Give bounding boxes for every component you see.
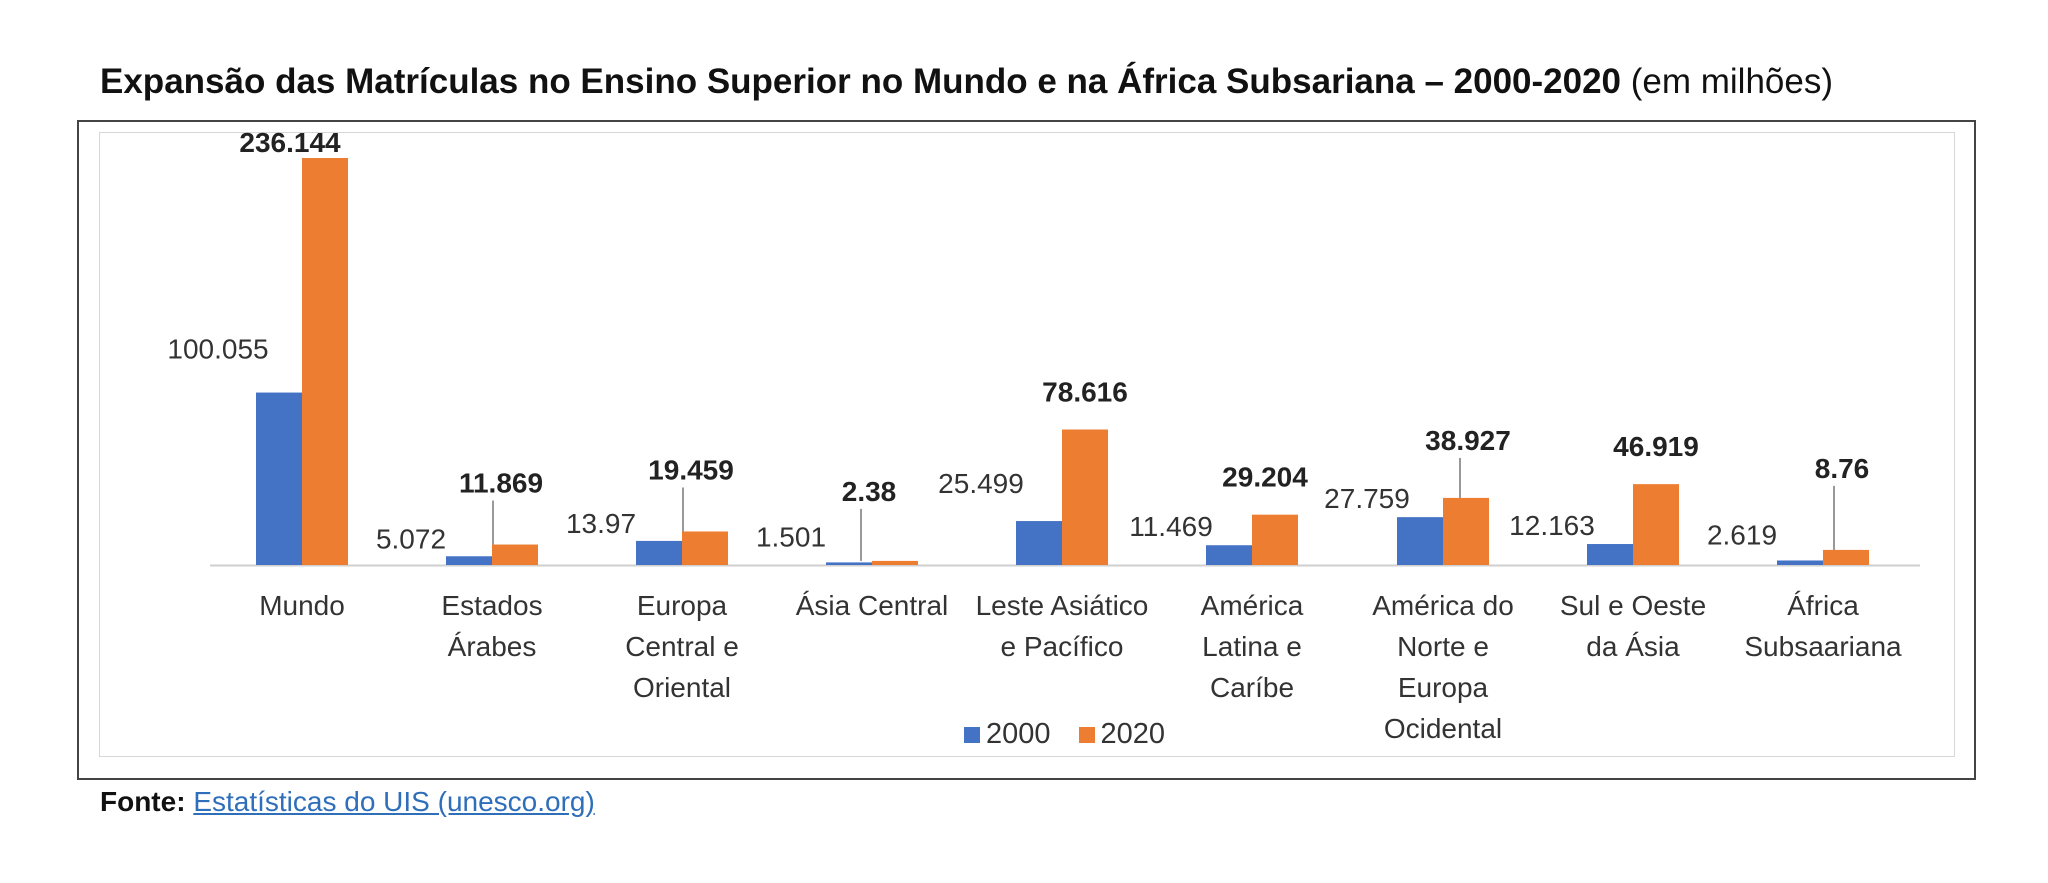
data-label-2000-0: 100.055 xyxy=(167,334,268,365)
data-label-2000-4: 25.499 xyxy=(938,468,1024,499)
category-label-line: Europa xyxy=(637,590,728,621)
category-label-7: Sul e Oeste da Ásia xyxy=(1560,590,1706,662)
category-label-line: Caríbe xyxy=(1210,672,1294,703)
chart-title-main: Expansão das Matrículas no Ensino Superi… xyxy=(100,62,1622,101)
category-label-1: Estados Árabes xyxy=(441,590,542,662)
data-label-2020-1: 11.869 xyxy=(459,468,543,499)
bar-2020-2 xyxy=(682,531,728,565)
data-label-2000-6: 27.759 xyxy=(1324,483,1410,514)
category-label-line: Europa xyxy=(1398,672,1489,703)
bar-2000-3 xyxy=(826,562,872,565)
category-label-line: da Ásia xyxy=(1586,631,1680,662)
category-label-line: Ocidental xyxy=(1384,713,1502,744)
legend-swatch-2000 xyxy=(964,726,980,743)
bar-2020-5 xyxy=(1252,514,1298,565)
data-label-2020-0: 236.144 xyxy=(239,127,341,158)
legend-swatch-2020 xyxy=(1078,726,1095,743)
source-label: Fonte: xyxy=(100,786,186,817)
category-label-8: África Subsaariana xyxy=(1744,590,1902,662)
category-label-line: América xyxy=(1201,590,1304,621)
data-label-2000-5: 11.469 xyxy=(1129,511,1213,542)
category-label-line: Subsaariana xyxy=(1744,631,1902,662)
category-label-line: América do xyxy=(1372,590,1514,621)
category-label-line: Norte e xyxy=(1397,631,1489,662)
category-label-5: América Latina e Caríbe xyxy=(1201,590,1304,703)
category-label-line: Sul e Oeste xyxy=(1560,590,1706,621)
legend-item-2020: 2020 xyxy=(1078,718,1166,751)
chart-title-unit: (em milhões) xyxy=(1630,62,1834,101)
data-label-2020-4: 78.616 xyxy=(1042,377,1128,408)
data-label-2000-2: 13.97 xyxy=(566,508,636,539)
bar-2000-2 xyxy=(636,540,682,565)
bar-2000-6 xyxy=(1397,517,1443,565)
category-label-6: América do Norte e Europa Ocidental xyxy=(1372,590,1514,744)
legend: 2000 2020 xyxy=(964,718,1183,751)
plot-area-border xyxy=(99,132,1955,757)
bar-2000-7 xyxy=(1587,544,1633,565)
data-label-2020-2: 19.459 xyxy=(648,454,734,485)
category-label-line: e Pacífico xyxy=(1001,631,1124,662)
data-label-2020-8: 8.76 xyxy=(1815,453,1870,484)
category-label-line: Leste Asiático xyxy=(976,590,1149,621)
category-label-line: Mundo xyxy=(259,590,345,621)
category-label-line: Central e xyxy=(625,631,739,662)
category-label-0: Mundo xyxy=(259,590,345,621)
bar-2020-8 xyxy=(1823,549,1869,565)
source-link[interactable]: Estatísticas do UIS (unesco.org) xyxy=(193,786,595,817)
category-label-line: Árabes xyxy=(448,631,537,662)
category-label-line: África xyxy=(1787,590,1859,621)
bar-2000-4 xyxy=(1016,521,1062,565)
category-label-line: Latina e xyxy=(1202,631,1302,662)
bar-2020-3 xyxy=(872,560,918,565)
bar-2000-8 xyxy=(1777,560,1823,565)
bar-2020-1 xyxy=(492,544,538,565)
category-label-3: Ásia Central xyxy=(796,590,949,621)
data-label-2020-6: 38.927 xyxy=(1425,425,1511,456)
legend-label-2020: 2020 xyxy=(1100,718,1166,750)
data-label-2000-8: 2.619 xyxy=(1707,519,1777,550)
category-label-line: Ásia Central xyxy=(796,590,949,621)
chart-frame xyxy=(77,120,1976,780)
bar-2020-0 xyxy=(302,158,348,565)
data-label-2000-7: 12.163 xyxy=(1509,510,1595,541)
bar-2000-5 xyxy=(1206,545,1252,565)
data-label-2000-3: 1.501 xyxy=(756,521,826,552)
data-label-2020-7: 46.919 xyxy=(1613,431,1699,462)
bar-2020-7 xyxy=(1633,484,1679,565)
legend-label-2000: 2000 xyxy=(986,718,1051,750)
source-note: Fonte: Estatísticas do UIS (unesco.org) xyxy=(100,786,595,818)
legend-item-2000: 2000 xyxy=(964,718,1051,751)
data-label-2000-1: 5.072 xyxy=(376,523,446,554)
category-label-line: Estados xyxy=(441,590,542,621)
data-label-2020-5: 29.204 xyxy=(1222,462,1308,493)
bar-2000-0 xyxy=(256,392,302,565)
bar-2020-4 xyxy=(1062,429,1108,565)
bar-2000-1 xyxy=(446,556,492,565)
category-label-2: Europa Central e Oriental xyxy=(625,590,739,703)
bar-2020-6 xyxy=(1443,497,1489,565)
category-label-line: Oriental xyxy=(633,672,731,703)
chart-title: Expansão das Matrículas no Ensino Superi… xyxy=(100,62,1833,102)
data-label-2020-3: 2.38 xyxy=(842,476,897,507)
category-label-4: Leste Asiático e Pacífico xyxy=(976,590,1149,662)
